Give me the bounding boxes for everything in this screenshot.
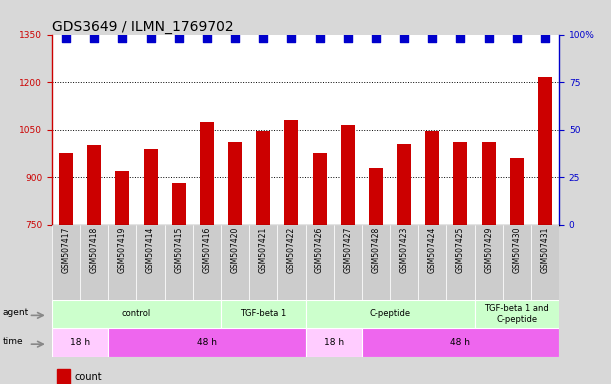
Bar (59, 153, 73, 225)
Bar (256, 131, 270, 225)
Text: 18 h: 18 h (70, 338, 90, 347)
Bar (425, 131, 439, 225)
Bar (164, 225, 193, 300)
Text: TGF-beta 1: TGF-beta 1 (240, 310, 287, 318)
Text: GSM507426: GSM507426 (315, 227, 324, 273)
Bar (362, 328, 559, 357)
Text: TGF-beta 1 and
C-peptide: TGF-beta 1 and C-peptide (485, 304, 549, 324)
Text: GSM507420: GSM507420 (230, 227, 240, 273)
Bar (481, 142, 496, 225)
Bar (306, 225, 334, 300)
Text: GSM507414: GSM507414 (146, 227, 155, 273)
Text: GSM507417: GSM507417 (62, 227, 70, 273)
Point (61, 35, 71, 41)
Point (287, 35, 296, 41)
Bar (313, 153, 327, 225)
Text: GSM507424: GSM507424 (428, 227, 437, 273)
Point (174, 35, 184, 41)
Bar (172, 184, 186, 225)
Bar (108, 328, 306, 357)
Point (512, 35, 522, 41)
Text: GSM507429: GSM507429 (484, 227, 493, 273)
Bar (87, 146, 101, 225)
Point (89, 35, 99, 41)
Bar (306, 300, 475, 328)
Point (117, 35, 127, 41)
Text: GSM507427: GSM507427 (343, 227, 353, 273)
Bar (418, 225, 447, 300)
Text: GSM507431: GSM507431 (541, 227, 549, 273)
Bar (193, 225, 221, 300)
Bar (52, 225, 80, 300)
Text: GSM507425: GSM507425 (456, 227, 465, 273)
Bar (228, 142, 242, 225)
Point (428, 35, 437, 41)
Text: agent: agent (2, 308, 29, 317)
Text: 48 h: 48 h (450, 338, 470, 347)
Bar (80, 225, 108, 300)
Point (343, 35, 353, 41)
Point (315, 35, 324, 41)
Bar (362, 225, 390, 300)
Text: 48 h: 48 h (197, 338, 217, 347)
Bar (390, 225, 418, 300)
Bar (475, 300, 559, 328)
Text: GDS3649 / ILMN_1769702: GDS3649 / ILMN_1769702 (52, 20, 233, 33)
Bar (115, 171, 130, 225)
Bar (475, 225, 503, 300)
Text: GSM507415: GSM507415 (174, 227, 183, 273)
Bar (108, 225, 136, 300)
Bar (447, 225, 475, 300)
Text: count: count (75, 372, 103, 382)
Text: 18 h: 18 h (324, 338, 344, 347)
Bar (52, 328, 108, 357)
Bar (52, 300, 221, 328)
Bar (249, 225, 277, 300)
Text: GSM507421: GSM507421 (258, 227, 268, 273)
Bar (277, 225, 306, 300)
Point (258, 35, 268, 41)
Bar (284, 120, 298, 225)
Point (371, 35, 381, 41)
Point (540, 35, 550, 41)
Point (230, 35, 240, 41)
Bar (306, 328, 362, 357)
Bar (136, 225, 164, 300)
Text: control: control (122, 310, 151, 318)
Bar (221, 300, 306, 328)
Text: GSM507422: GSM507422 (287, 227, 296, 273)
Bar (369, 168, 383, 225)
Text: GSM507418: GSM507418 (90, 227, 99, 273)
Bar (200, 122, 214, 225)
Bar (453, 142, 467, 225)
Bar (538, 77, 552, 225)
Point (202, 35, 212, 41)
Bar (510, 158, 524, 225)
Bar (144, 149, 158, 225)
Bar (503, 225, 531, 300)
Text: time: time (2, 337, 23, 346)
Bar (221, 225, 249, 300)
Text: GSM507419: GSM507419 (118, 227, 127, 273)
Point (145, 35, 155, 41)
Bar (57, 369, 70, 384)
Text: GSM507428: GSM507428 (371, 227, 381, 273)
Bar (334, 225, 362, 300)
Text: C-peptide: C-peptide (370, 310, 411, 318)
Point (399, 35, 409, 41)
Text: GSM507430: GSM507430 (512, 227, 521, 273)
Text: GSM507416: GSM507416 (202, 227, 211, 273)
Bar (341, 125, 355, 225)
Bar (397, 144, 411, 225)
Point (484, 35, 494, 41)
Bar (531, 225, 559, 300)
Point (456, 35, 466, 41)
Text: GSM507423: GSM507423 (400, 227, 409, 273)
